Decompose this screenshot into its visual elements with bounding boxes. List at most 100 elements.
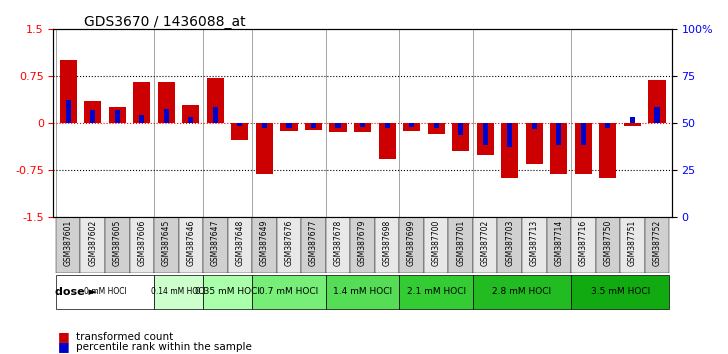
Bar: [330, 123, 347, 132]
Bar: [379, 123, 396, 159]
Text: 3.5 mM HOCl: 3.5 mM HOCl: [590, 287, 650, 296]
Bar: [133, 82, 151, 123]
FancyBboxPatch shape: [375, 217, 400, 273]
FancyBboxPatch shape: [154, 217, 178, 273]
Text: GSM387752: GSM387752: [652, 219, 662, 266]
Bar: [213, 107, 218, 123]
Bar: [550, 123, 567, 174]
FancyBboxPatch shape: [130, 217, 154, 273]
Text: GSM387676: GSM387676: [285, 219, 293, 266]
FancyBboxPatch shape: [497, 217, 522, 273]
FancyBboxPatch shape: [56, 217, 81, 273]
FancyBboxPatch shape: [424, 217, 448, 273]
Text: ■: ■: [58, 341, 70, 353]
FancyBboxPatch shape: [154, 275, 203, 309]
FancyBboxPatch shape: [81, 217, 105, 273]
FancyBboxPatch shape: [620, 217, 645, 273]
Text: 0.35 mM HOCl: 0.35 mM HOCl: [195, 287, 260, 296]
Bar: [409, 123, 414, 127]
Bar: [66, 100, 71, 123]
Bar: [452, 123, 470, 151]
Text: GSM387677: GSM387677: [309, 219, 318, 266]
Bar: [90, 110, 95, 123]
Bar: [280, 123, 298, 131]
Bar: [501, 123, 518, 178]
Text: GSM387750: GSM387750: [604, 219, 612, 266]
Bar: [305, 123, 322, 130]
FancyBboxPatch shape: [325, 217, 350, 273]
Bar: [526, 123, 543, 164]
Bar: [164, 109, 169, 123]
Text: GSM387602: GSM387602: [88, 219, 98, 266]
Bar: [507, 123, 513, 147]
Text: transformed count: transformed count: [76, 332, 174, 342]
Text: GSM387703: GSM387703: [505, 219, 514, 266]
Bar: [605, 123, 611, 128]
FancyBboxPatch shape: [645, 217, 669, 273]
FancyBboxPatch shape: [596, 217, 620, 273]
Text: GSM387606: GSM387606: [138, 219, 146, 266]
FancyBboxPatch shape: [547, 217, 571, 273]
Text: GSM387700: GSM387700: [432, 219, 440, 266]
FancyBboxPatch shape: [56, 275, 154, 309]
FancyBboxPatch shape: [400, 275, 473, 309]
Bar: [139, 115, 144, 123]
Bar: [207, 78, 224, 123]
Text: GSM387679: GSM387679: [358, 219, 367, 266]
Bar: [649, 80, 665, 123]
FancyBboxPatch shape: [350, 217, 375, 273]
Text: GSM387645: GSM387645: [162, 219, 171, 266]
Bar: [531, 123, 537, 129]
Text: GSM387699: GSM387699: [407, 219, 416, 266]
FancyBboxPatch shape: [473, 217, 497, 273]
Bar: [262, 123, 267, 128]
Bar: [427, 123, 445, 134]
FancyBboxPatch shape: [252, 217, 277, 273]
Bar: [232, 123, 248, 141]
Bar: [189, 116, 194, 123]
Bar: [158, 82, 175, 123]
Text: GSM387702: GSM387702: [480, 219, 490, 266]
Bar: [354, 123, 371, 132]
Bar: [60, 60, 76, 123]
Text: GSM387698: GSM387698: [383, 219, 392, 266]
Bar: [286, 123, 291, 128]
Bar: [237, 123, 242, 126]
FancyBboxPatch shape: [571, 275, 669, 309]
Bar: [630, 116, 635, 123]
Text: 1.4 mM HOCl: 1.4 mM HOCl: [333, 287, 392, 296]
Bar: [477, 123, 494, 155]
Bar: [84, 101, 101, 123]
Bar: [624, 123, 641, 126]
FancyBboxPatch shape: [400, 217, 424, 273]
Bar: [581, 123, 586, 145]
Text: GSM387714: GSM387714: [554, 219, 563, 266]
Bar: [483, 123, 488, 145]
Text: 2.8 mM HOCl: 2.8 mM HOCl: [492, 287, 552, 296]
FancyBboxPatch shape: [228, 217, 252, 273]
Text: GSM387751: GSM387751: [628, 219, 637, 266]
Text: ■: ■: [58, 330, 70, 343]
Bar: [256, 123, 273, 174]
FancyBboxPatch shape: [473, 275, 571, 309]
FancyBboxPatch shape: [325, 275, 400, 309]
Bar: [556, 123, 561, 145]
FancyBboxPatch shape: [301, 217, 325, 273]
Text: GSM387701: GSM387701: [456, 219, 465, 266]
Text: percentile rank within the sample: percentile rank within the sample: [76, 342, 253, 353]
Bar: [403, 123, 420, 131]
Bar: [311, 123, 316, 128]
Text: GSM387646: GSM387646: [186, 219, 195, 266]
Text: dose ►: dose ►: [55, 287, 97, 297]
Text: GSM387648: GSM387648: [235, 219, 245, 266]
Bar: [336, 123, 341, 128]
Bar: [115, 110, 120, 123]
FancyBboxPatch shape: [178, 217, 203, 273]
FancyBboxPatch shape: [252, 275, 325, 309]
Bar: [360, 123, 365, 127]
Text: 0.7 mM HOCl: 0.7 mM HOCl: [259, 287, 319, 296]
FancyBboxPatch shape: [522, 217, 547, 273]
FancyBboxPatch shape: [448, 217, 473, 273]
Text: GSM387605: GSM387605: [113, 219, 122, 266]
Bar: [434, 123, 439, 128]
